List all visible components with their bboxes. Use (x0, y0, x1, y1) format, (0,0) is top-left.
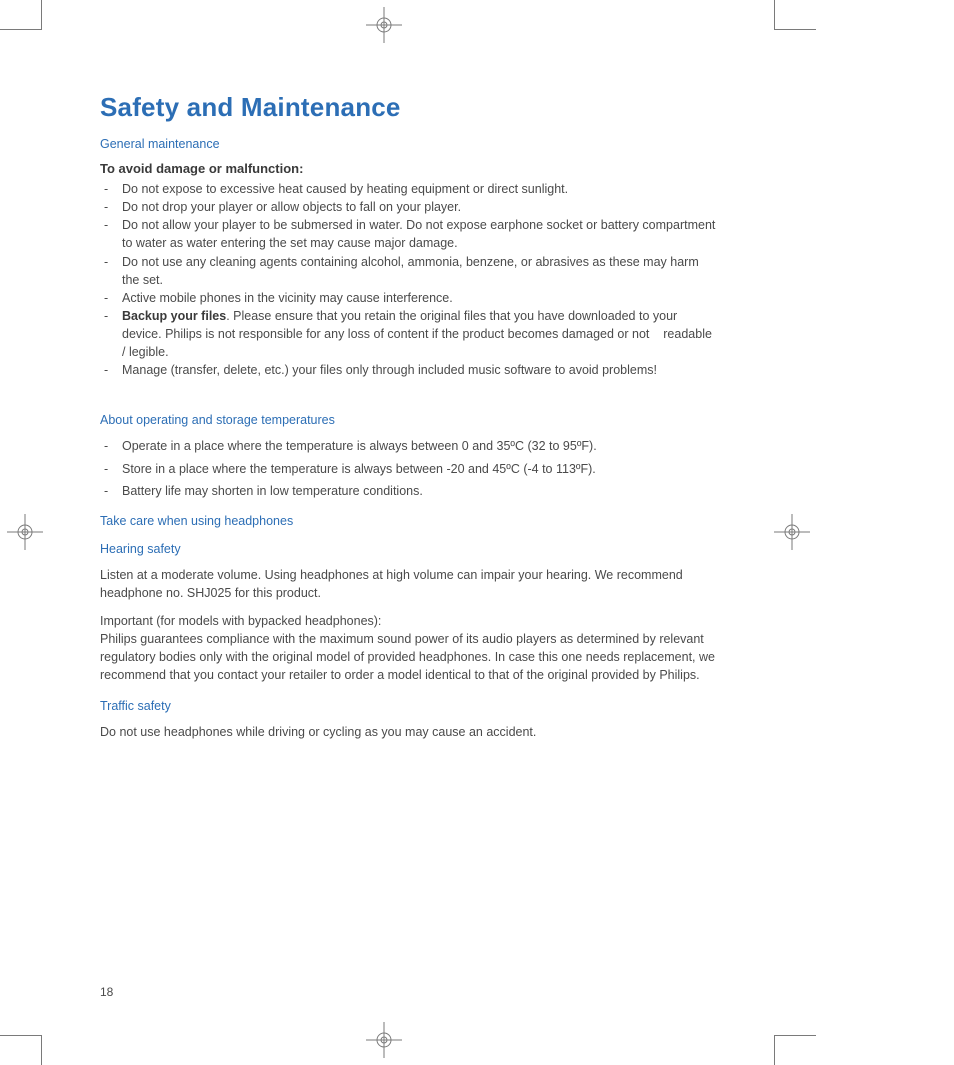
crop-mark (0, 29, 42, 30)
intro-avoid-damage: To avoid damage or malfunction: (100, 161, 716, 176)
subhead-hearing-safety: Hearing safety (100, 542, 716, 556)
crop-mark (774, 1035, 816, 1036)
list-item: Store in a place where the temperature i… (100, 460, 716, 478)
crop-mark (41, 1035, 42, 1065)
crop-mark (774, 0, 775, 30)
crop-mark (774, 1035, 775, 1065)
bold-text: Backup your files (122, 309, 226, 323)
list-item: Backup your files. Please ensure that yo… (100, 307, 716, 361)
list-item: Do not use any cleaning agents containin… (100, 253, 716, 289)
list-item: Do not expose to excessive heat caused b… (100, 180, 716, 198)
registration-mark-icon (774, 514, 810, 550)
list-item: Manage (transfer, delete, etc.) your fil… (100, 361, 716, 379)
list-item: Do not drop your player or allow objects… (100, 198, 716, 216)
paragraph: Listen at a moderate volume. Using headp… (100, 566, 716, 602)
bullet-list: Operate in a place where the temperature… (100, 437, 716, 499)
subhead-traffic-safety: Traffic safety (100, 699, 716, 713)
list-item: Battery life may shorten in low temperat… (100, 482, 716, 500)
subhead-temperatures: About operating and storage temperatures (100, 413, 716, 427)
page-number: 18 (100, 985, 113, 999)
crop-mark (0, 1035, 42, 1036)
list-item: Active mobile phones in the vicinity may… (100, 289, 716, 307)
paragraph: Do not use headphones while driving or c… (100, 723, 716, 741)
list-item: Do not allow your player to be submersed… (100, 216, 716, 252)
crop-mark (41, 0, 42, 30)
paragraph: Important (for models with bypacked head… (100, 612, 716, 685)
list-item: Operate in a place where the temperature… (100, 437, 716, 455)
registration-mark-icon (7, 514, 43, 550)
crop-mark (774, 29, 816, 30)
bullet-list: Do not expose to excessive heat caused b… (100, 180, 716, 379)
subhead-general-maintenance: General maintenance (100, 137, 716, 151)
subhead-headphones-care: Take care when using headphones (100, 514, 716, 528)
page-content: Safety and Maintenance General maintenan… (42, 30, 774, 1035)
page-title: Safety and Maintenance (100, 92, 716, 123)
